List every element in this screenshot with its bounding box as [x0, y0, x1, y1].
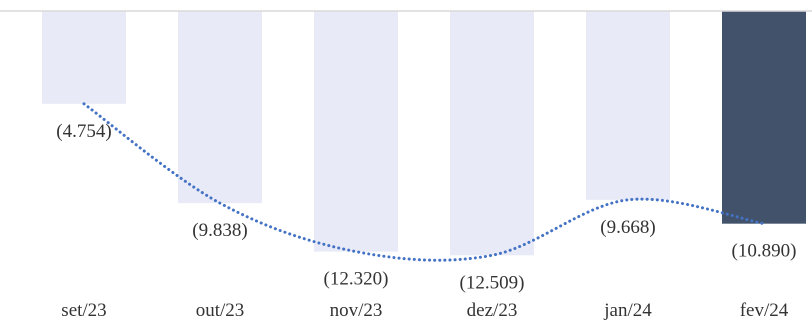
bar-set-23	[42, 11, 126, 104]
category-label: dez/23	[467, 300, 518, 321]
bar-dez-23	[450, 11, 534, 256]
data-label: (4.754)	[56, 121, 111, 142]
data-label: (12.320)	[324, 269, 389, 290]
bar-out-23	[178, 11, 262, 204]
data-label: (9.838)	[192, 220, 247, 241]
category-label: set/23	[61, 300, 106, 321]
category-labels-group: set/23 out/23 nov/23 dez/23 jan/24 fev/24	[61, 300, 788, 321]
category-label: nov/23	[330, 300, 383, 321]
data-label: (12.509)	[460, 272, 525, 293]
category-label: out/23	[196, 300, 245, 321]
bars-group	[42, 11, 806, 256]
data-label: (10.890)	[732, 241, 797, 262]
category-label: fev/24	[740, 300, 789, 321]
category-label: jan/24	[603, 300, 652, 321]
data-label: (9.668)	[600, 217, 655, 238]
trend-line	[82, 102, 766, 262]
bar-jan-24	[586, 11, 670, 200]
data-labels-group: (4.754) (9.838) (12.320) (12.509) (9.668) (10…	[56, 121, 796, 293]
bar-fev-24	[722, 11, 806, 224]
bar-nov-23	[314, 11, 398, 252]
